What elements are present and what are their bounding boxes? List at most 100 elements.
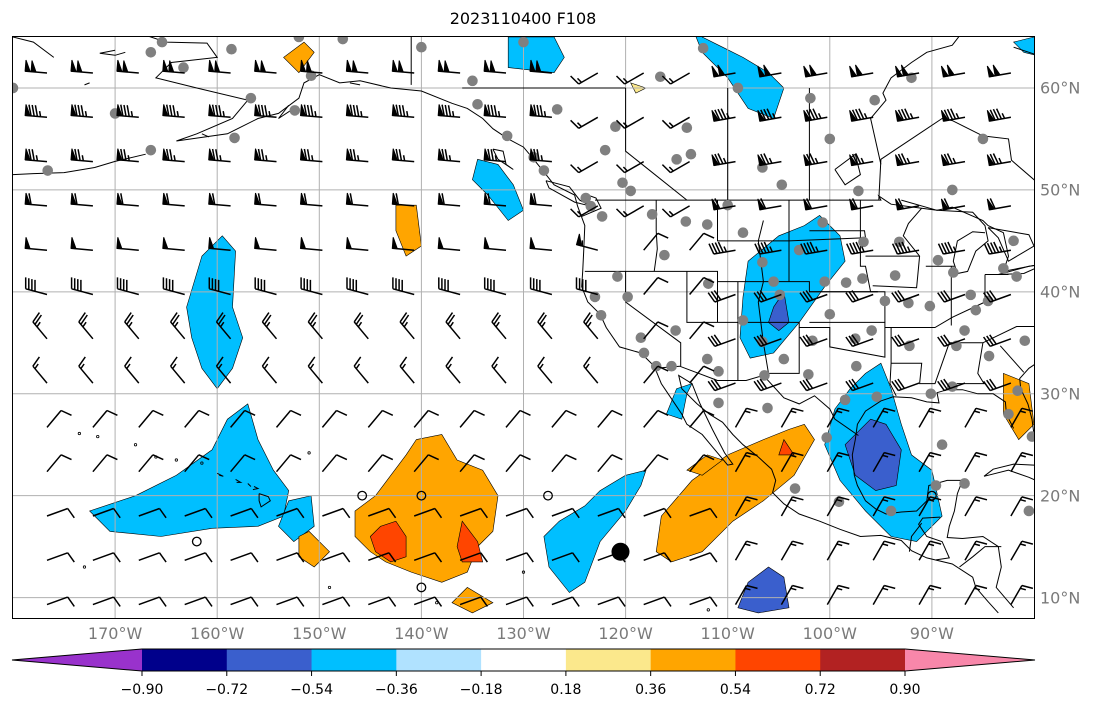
wind-barb xyxy=(1010,451,1034,473)
wind-barb xyxy=(734,451,758,473)
station-dot xyxy=(778,353,790,365)
shade-region-16 xyxy=(456,520,484,563)
station-dot xyxy=(817,217,828,228)
wind-barb xyxy=(872,540,896,561)
station-dot xyxy=(924,300,936,312)
shade-region-21 xyxy=(778,438,795,456)
coastline-segment-40 xyxy=(901,199,989,275)
wind-barb-flag xyxy=(345,148,353,161)
wind-barb xyxy=(575,277,598,296)
station-dot xyxy=(737,315,749,326)
wind-barb xyxy=(537,356,553,384)
coastline-segment-56 xyxy=(278,104,295,119)
wind-barb xyxy=(162,148,185,163)
station-dot xyxy=(983,350,995,362)
wind-barb-flag xyxy=(483,104,490,117)
wind-barb xyxy=(32,356,48,384)
shade-region-18 xyxy=(298,531,330,568)
station-dot xyxy=(839,394,851,406)
wind-barb xyxy=(505,454,531,473)
wind-barb-flag xyxy=(70,148,77,161)
wind-barb xyxy=(891,378,920,392)
colorbar-segment xyxy=(820,649,906,671)
wind-barb-flag xyxy=(345,104,353,117)
wind-barb xyxy=(300,277,323,296)
wind-barb xyxy=(805,108,828,122)
wind-barb xyxy=(551,507,580,519)
wind-barb xyxy=(70,277,94,296)
wind-barb xyxy=(551,552,580,563)
wind-barb xyxy=(92,552,121,563)
wind-barb-flag xyxy=(717,64,726,77)
colorbar-tick-label: 0.90 xyxy=(889,682,921,698)
wind-barb-flag xyxy=(900,64,910,77)
station-dot xyxy=(337,37,349,45)
wind-barb xyxy=(597,552,626,563)
wind-barb-flag xyxy=(483,148,490,161)
station-dot xyxy=(670,325,681,336)
coastline-segment-28 xyxy=(889,327,897,397)
wind-barb xyxy=(845,334,874,348)
wind-barb xyxy=(689,365,715,384)
station-dot xyxy=(595,309,607,321)
station-dot xyxy=(646,209,658,220)
wind-barb xyxy=(845,290,874,303)
wind-barb xyxy=(261,356,278,384)
wind-barb xyxy=(937,241,966,255)
wind-barb xyxy=(643,276,669,295)
wind-barb xyxy=(570,72,599,85)
wind-barb xyxy=(918,584,942,605)
wind-barb xyxy=(322,507,351,519)
wind-barb-flag xyxy=(391,192,399,205)
wind-barb-flag xyxy=(208,192,215,205)
wind-barb-flag xyxy=(76,60,83,73)
wind-barb xyxy=(491,356,507,384)
station-dot xyxy=(824,308,836,320)
coastline-segment-48 xyxy=(235,478,243,483)
wind-barb xyxy=(989,153,1012,167)
wind-barb xyxy=(583,356,599,384)
wind-barb xyxy=(413,409,440,428)
wind-barb xyxy=(615,116,645,129)
colorbar-tick-label: −0.18 xyxy=(459,682,503,698)
wind-barb xyxy=(982,378,1012,392)
station-dot xyxy=(622,291,633,303)
wind-barb xyxy=(707,290,736,303)
wind-barb xyxy=(392,277,415,296)
wind-barb xyxy=(937,290,966,303)
wind-barb xyxy=(689,409,715,428)
wind-barb xyxy=(551,409,577,428)
map-panel[interactable] xyxy=(12,36,1035,619)
lat-label: 10°N xyxy=(1040,588,1081,608)
wind-barb xyxy=(846,241,874,255)
station-dot xyxy=(538,165,550,176)
shaded-fields xyxy=(89,37,1034,614)
station-dot xyxy=(229,132,240,144)
wind-barb xyxy=(851,153,874,167)
coastline-segment-30 xyxy=(999,345,1025,373)
station-dot xyxy=(936,439,948,451)
colorbar-tick-label: −0.90 xyxy=(120,682,164,698)
wind-barb-flag xyxy=(803,154,812,166)
wind-barb-flag xyxy=(208,59,215,73)
station-dot xyxy=(685,148,697,160)
wind-barb-flag xyxy=(70,237,77,250)
station-dot xyxy=(1019,335,1031,347)
station-dot xyxy=(824,133,836,145)
wind-barb xyxy=(734,584,758,605)
coastline-segment-39 xyxy=(834,153,861,186)
wind-barb xyxy=(734,496,758,517)
station-dot xyxy=(851,360,862,372)
wind-barb xyxy=(399,356,415,384)
wind-barb-flag xyxy=(299,59,307,73)
station-dot xyxy=(879,295,891,307)
open-station-marker xyxy=(416,582,427,593)
station-dot xyxy=(959,478,970,489)
station-dot xyxy=(289,105,301,116)
wind-barb-flag xyxy=(345,192,353,205)
wind-barb xyxy=(570,116,599,129)
wind-barb-flag xyxy=(757,65,766,78)
wind-barb xyxy=(597,596,626,607)
wind-barb-flag xyxy=(214,60,221,73)
wind-barb xyxy=(713,108,736,122)
